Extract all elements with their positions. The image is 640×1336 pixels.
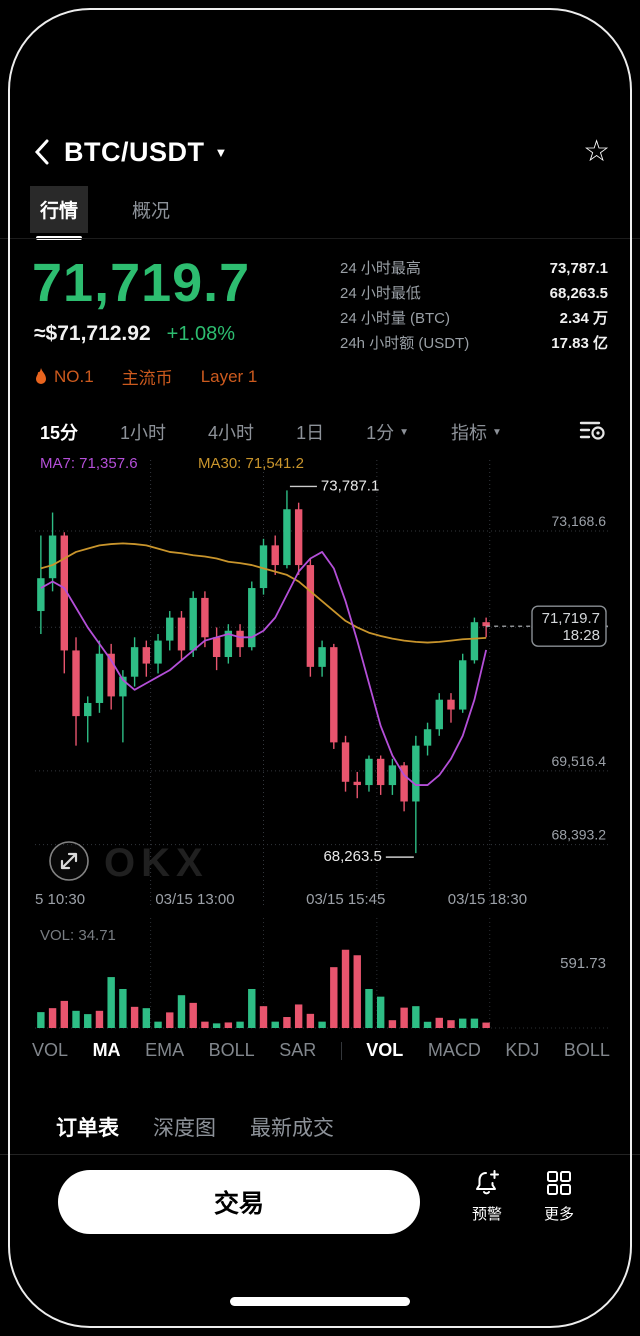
svg-text:68,393.2: 68,393.2	[552, 827, 607, 843]
top-tabs: 行情 概况	[30, 185, 180, 240]
svg-text:VOL: 34.71: VOL: 34.71	[40, 927, 116, 944]
indicator-boll-sub[interactable]: BOLL	[563, 1040, 610, 1060]
rank-tag[interactable]: NO.1	[34, 367, 94, 387]
last-price: 71,719.7	[32, 253, 251, 313]
tab-depth-chart[interactable]: 深度图	[153, 1117, 216, 1140]
tab-market[interactable]: 行情	[30, 185, 89, 240]
stat-24h-low: 24 小时最低 68,263.5	[340, 285, 608, 302]
stats-panel: 24 小时最高 73,787.1 24 小时最低 68,263.5 24 小时量 (…	[340, 256, 608, 356]
favorite-star-icon[interactable]: ☆	[583, 135, 610, 168]
timeframe-custom[interactable]: 1分 ▼	[366, 423, 409, 443]
trade-button[interactable]: 交易	[58, 1170, 420, 1234]
indicator-menu[interactable]: 指标 ▼	[451, 423, 502, 443]
pair-dropdown-icon[interactable]: ▼	[214, 144, 228, 160]
grid-icon	[547, 1171, 571, 1195]
volume-svg: VOL: 34.71 591.73	[35, 918, 608, 1029]
svg-text:03/15 18:30: 03/15 18:30	[448, 891, 527, 908]
pair-title[interactable]: BTC/USDT	[64, 136, 205, 167]
svg-text:5 10:30: 5 10:30	[35, 891, 85, 908]
home-indicator[interactable]	[230, 1297, 410, 1306]
category-tag-mainstream[interactable]: 主流币	[121, 369, 173, 388]
svg-text:68,263.5: 68,263.5	[323, 848, 381, 865]
chevron-down-icon: ▼	[399, 426, 409, 438]
indicator-macd[interactable]: MACD	[427, 1040, 481, 1060]
svg-text:591.73: 591.73	[560, 955, 606, 972]
alert-action[interactable]: 预警	[452, 1168, 522, 1224]
volume-chart[interactable]: VOL: 34.71 591.73	[30, 918, 610, 1034]
svg-text:73,787.1: 73,787.1	[321, 477, 379, 494]
header: BTC/USDT ▼ ☆	[30, 130, 610, 174]
price-subrow: ≈$71,712.92 +1.08%	[34, 322, 235, 346]
tab-overview[interactable]: 概况	[132, 200, 171, 222]
chart-settings-icon[interactable]	[578, 418, 606, 447]
expand-icon	[49, 841, 89, 881]
change-percent: +1.08%	[166, 323, 236, 345]
svg-text:03/15 13:00: 03/15 13:00	[155, 891, 234, 908]
orderbook-tabs: 订单表 深度图 最新成交	[56, 1112, 334, 1142]
svg-text:69,516.4: 69,516.4	[552, 753, 607, 769]
svg-text:73,168.6: 73,168.6	[552, 513, 607, 529]
svg-text:71,719.7: 71,719.7	[542, 610, 600, 627]
divider	[340, 1041, 342, 1060]
indicator-sar[interactable]: SAR	[279, 1040, 317, 1060]
flame-icon	[36, 367, 46, 384]
stat-24h-volume-btc: 24 小时量 (BTC) 2.34 万	[340, 310, 608, 327]
back-button[interactable]	[30, 135, 64, 169]
more-action[interactable]: 更多	[524, 1168, 594, 1224]
timeframe-1d[interactable]: 1日	[296, 423, 325, 443]
indicator-vol-main[interactable]: VOL	[32, 1040, 69, 1060]
fiat-price: ≈$71,712.92	[34, 322, 151, 345]
chart-watermark: OKX	[48, 840, 209, 887]
svg-text:MA7: 71,357.6: MA7: 71,357.6	[40, 455, 138, 472]
svg-text:MA30: 71,541.2: MA30: 71,541.2	[198, 455, 304, 472]
chevron-left-icon	[34, 139, 49, 165]
indicator-vol-sub[interactable]: VOL	[366, 1040, 404, 1060]
stat-24h-high: 24 小时最高 73,787.1	[340, 260, 608, 277]
timeframe-1h[interactable]: 1小时	[120, 423, 167, 443]
okx-logo: OKX	[104, 841, 209, 885]
timeframe-15m[interactable]: 15分	[40, 423, 79, 443]
tag-row: NO.1 主流币 Layer 1	[34, 364, 257, 389]
divider	[0, 1154, 640, 1155]
tab-latest-trades[interactable]: 最新成交	[250, 1117, 334, 1140]
stat-24h-turnover-usdt: 24h 小时额 (USDT) 17.83 亿	[340, 335, 608, 352]
indicator-ema[interactable]: EMA	[145, 1040, 185, 1060]
svg-text:18:28: 18:28	[562, 627, 600, 644]
indicator-tabs: VOL MA EMA BOLL SAR VOL MACD KDJ BOLL	[32, 1040, 610, 1061]
indicator-kdj[interactable]: KDJ	[505, 1040, 540, 1060]
expand-chart-button[interactable]	[48, 840, 90, 887]
bell-plus-icon	[476, 1170, 499, 1195]
divider	[0, 238, 640, 239]
tab-order-book[interactable]: 订单表	[56, 1117, 119, 1140]
indicator-boll-main[interactable]: BOLL	[208, 1040, 255, 1060]
svg-text:03/15 15:45: 03/15 15:45	[306, 891, 385, 908]
indicator-ma[interactable]: MA	[92, 1040, 121, 1060]
chevron-down-icon: ▼	[492, 426, 502, 438]
timeframe-4h[interactable]: 4小时	[208, 423, 255, 443]
timeframe-row: 15分 1小时 4小时 1日 1分 ▼ 指标 ▼	[40, 414, 606, 450]
category-tag-layer1[interactable]: Layer 1	[200, 366, 258, 386]
